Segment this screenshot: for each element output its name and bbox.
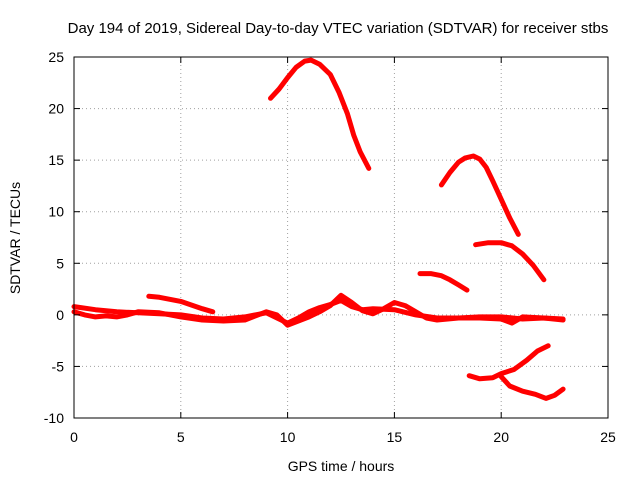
y-tick-label: 20 <box>48 101 64 117</box>
x-tick-label: 0 <box>70 429 78 445</box>
series-line-arc-7 <box>473 240 547 283</box>
series-line-arc-2 <box>71 292 566 328</box>
x-tick-label: 25 <box>600 429 616 445</box>
x-tick-label: 10 <box>280 429 296 445</box>
series-line-arc-8 <box>466 343 551 382</box>
y-tick-label: 25 <box>48 49 64 65</box>
x-tick-label: 5 <box>177 429 185 445</box>
x-tick-label: 15 <box>387 429 403 445</box>
series-line-arc-4 <box>268 57 372 171</box>
y-tick-label: 15 <box>48 152 64 168</box>
series-line-arc-6 <box>438 153 521 237</box>
chart-title: Day 194 of 2019, Sidereal Day-to-day VTE… <box>68 20 609 37</box>
y-tick-label: 0 <box>56 307 64 323</box>
axis-ticks: 0 5 10 15 20 25 -10 -5 0 5 10 15 20 25 <box>44 49 616 445</box>
plot-frame <box>73 56 609 419</box>
series-line-arc-5 <box>417 271 470 293</box>
y-tick-label: -5 <box>52 358 65 374</box>
series-group <box>71 57 566 401</box>
series-line-arc-3 <box>146 293 216 315</box>
x-tick-label: 20 <box>493 429 509 445</box>
y-axis-label: SDTVAR / TECUs <box>7 182 23 294</box>
y-tick-label: 10 <box>48 204 64 220</box>
y-tick-label: -10 <box>44 410 64 426</box>
series-line-arc-9 <box>498 374 566 401</box>
y-tick-label: 5 <box>56 255 64 271</box>
x-axis-label: GPS time / hours <box>288 458 395 474</box>
grid-lines <box>74 57 608 418</box>
